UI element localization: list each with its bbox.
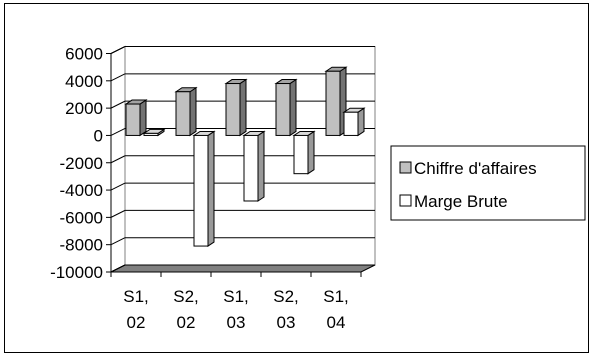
y-tick-label: -2000 xyxy=(60,154,103,173)
bar-front xyxy=(343,111,359,136)
gridline-side xyxy=(110,46,126,54)
legend-entry: Chiffre d'affaires xyxy=(399,159,537,178)
x-tick-label: 03 xyxy=(227,313,246,332)
x-tick-label: S1, xyxy=(123,287,149,306)
bar-side xyxy=(257,130,265,202)
legend-entry: Marge Brute xyxy=(399,192,508,211)
bar-front xyxy=(325,70,341,136)
bar-front xyxy=(193,134,209,247)
y-axis: 6000 4000 2000 0 -2000 -4000 -6000 -8000 -10000 xyxy=(50,45,112,282)
bar-side xyxy=(307,130,315,175)
y-tick-label: -6000 xyxy=(60,208,103,227)
gridline-side xyxy=(110,127,126,136)
bar-side xyxy=(239,78,247,137)
bar xyxy=(124,99,148,137)
y-tick-label: 2000 xyxy=(65,99,103,118)
bar-front xyxy=(225,83,241,136)
bar xyxy=(274,78,298,137)
bar-front xyxy=(275,83,291,136)
bar-side xyxy=(207,130,215,247)
chart-floor xyxy=(110,264,376,273)
y-tick-label: -8000 xyxy=(60,236,103,255)
bar xyxy=(174,86,198,137)
legend-swatch xyxy=(399,161,412,174)
y-tick-label: -10000 xyxy=(50,263,103,282)
bar xyxy=(292,130,316,175)
bar-front xyxy=(125,103,141,136)
bar xyxy=(192,130,216,247)
bar-side xyxy=(139,99,147,137)
gridline-side xyxy=(110,182,126,191)
bar xyxy=(242,130,266,202)
gridline-side xyxy=(110,100,126,109)
bars xyxy=(124,66,366,247)
bar-side xyxy=(189,86,197,137)
gridline-side xyxy=(110,237,126,246)
bar-front xyxy=(175,91,191,136)
bar-front xyxy=(243,134,259,202)
x-tick-label: 04 xyxy=(327,313,346,332)
bar xyxy=(142,128,166,137)
x-axis: S1, 02 S2, 02 S1, 03 S2, 03 S1, 04 xyxy=(110,272,362,332)
gridline-side xyxy=(110,73,126,82)
gridline-side xyxy=(110,209,126,218)
bar xyxy=(342,107,366,137)
bar-side xyxy=(357,107,365,137)
x-tick-label: S1, xyxy=(323,287,349,306)
gridline-side xyxy=(110,155,126,164)
legend: Chiffre d'affaires Marge Brute xyxy=(390,145,586,221)
bar-side xyxy=(289,78,297,137)
bar-front xyxy=(293,134,309,175)
x-tick-label: S2, xyxy=(273,287,299,306)
legend-label: Chiffre d'affaires xyxy=(414,159,537,178)
x-tick-label: 02 xyxy=(177,313,196,332)
y-tick-label: 0 xyxy=(94,126,103,145)
y-tick-label: 6000 xyxy=(65,45,103,64)
legend-box xyxy=(390,145,586,221)
gridline-side xyxy=(110,264,126,273)
y-tick-label: -4000 xyxy=(60,181,103,200)
x-tick-label: 03 xyxy=(277,313,296,332)
x-tick-label: S1, xyxy=(223,287,249,306)
legend-label: Marge Brute xyxy=(414,192,508,211)
bar-front xyxy=(143,132,159,136)
x-tick-label: 02 xyxy=(127,313,146,332)
x-tick-label: S2, xyxy=(173,287,199,306)
bar xyxy=(224,78,248,137)
legend-swatch xyxy=(399,194,412,207)
y-tick-label: 4000 xyxy=(65,72,103,91)
bar xyxy=(324,66,348,137)
